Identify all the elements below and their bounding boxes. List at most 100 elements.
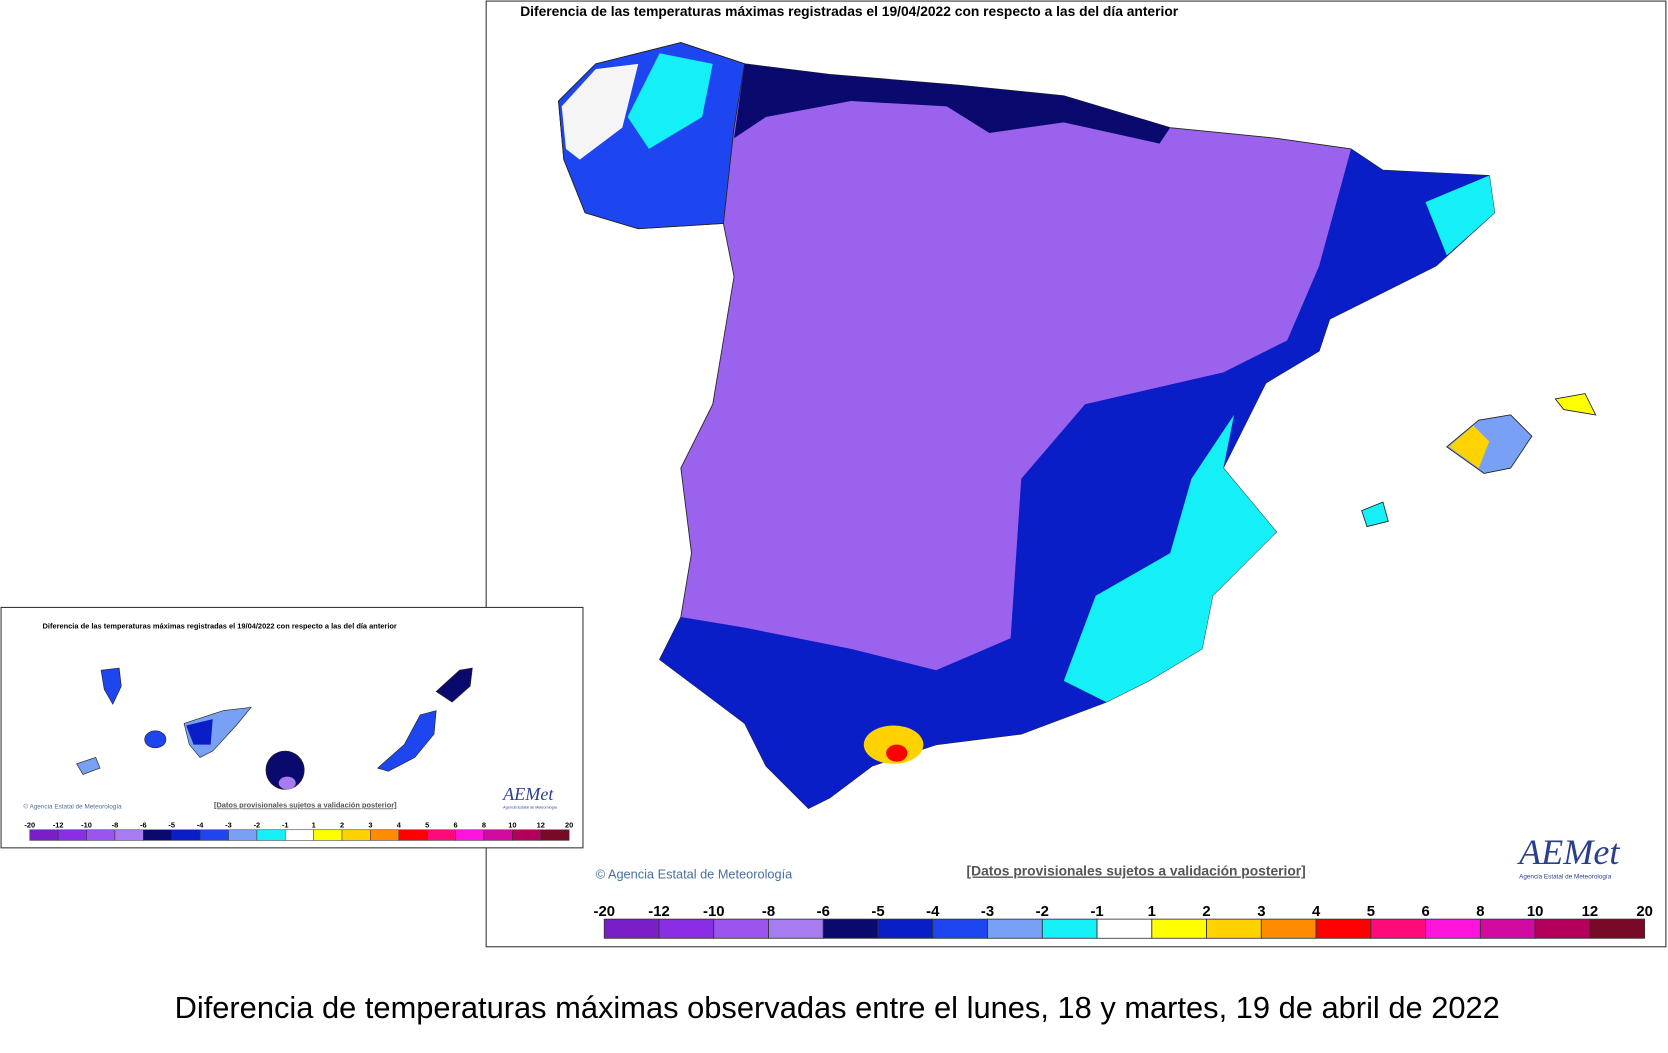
- legend-label: 6: [1421, 904, 1429, 920]
- legend-swatch: [540, 829, 570, 841]
- legend-label: 2: [1202, 904, 1210, 920]
- legend-swatch: [398, 829, 428, 841]
- caption: Diferencia de temperaturas máximas obser…: [175, 990, 1500, 1025]
- legend-swatch: [1479, 918, 1536, 939]
- legend-swatch: [370, 829, 400, 841]
- legend-label: 10: [1527, 904, 1544, 920]
- canarias-map: [76, 667, 473, 790]
- legend-label: 10: [508, 821, 516, 830]
- main-legend: -20 -12 -10 -8 -6 -5 -4 -3 -2 -1 1 2 3 4 5 6 8 10 12 20: [593, 904, 1653, 939]
- main-logo: AEMet: [1517, 832, 1620, 872]
- canarias-logo-subtitle: Agencia Estatal de Meteorología: [503, 805, 558, 809]
- legend-label: -5: [871, 904, 884, 920]
- legend-swatch: [1425, 918, 1481, 939]
- legend-swatch: [932, 918, 988, 939]
- main-copyright: © Agencia Estatal de Meteorología: [596, 867, 793, 882]
- legend-label: -3: [225, 821, 232, 830]
- east-cyan: [1063, 414, 1277, 703]
- legend-swatch: [455, 829, 485, 841]
- canarias-copyright: © Agencia Estatal de Meteorología: [23, 802, 122, 810]
- legend-swatch: [285, 829, 314, 841]
- la-palma: [100, 667, 122, 705]
- legend-swatch: [768, 918, 824, 939]
- legend-label: 8: [1476, 904, 1484, 920]
- legend-swatch: [1041, 918, 1098, 939]
- legend-swatch: [1206, 918, 1262, 939]
- legend-swatch: [86, 829, 116, 841]
- legend-label: -8: [762, 904, 775, 920]
- north-band: [734, 63, 1171, 144]
- legend-swatch: [1151, 918, 1207, 939]
- el-hierro: [76, 757, 101, 775]
- catalonia-cyan: [1425, 175, 1495, 256]
- legend-swatch: [57, 829, 87, 841]
- tenerife-dark: [186, 719, 213, 745]
- fuerteventura: [377, 710, 437, 772]
- legend-label: 2: [340, 821, 344, 830]
- legend-label: -6: [140, 821, 147, 830]
- legend-label: -2: [254, 821, 261, 830]
- legend-swatch: [1260, 918, 1317, 939]
- legend-swatch: [313, 829, 343, 841]
- legend-swatch: [199, 829, 229, 841]
- legend-label: -4: [197, 821, 204, 830]
- legend-label: -5: [168, 821, 175, 830]
- legend-swatch: [713, 918, 769, 939]
- legend-label: 8: [482, 821, 486, 830]
- legend-label: -12: [53, 821, 64, 830]
- mallorca-hot: [1448, 425, 1490, 469]
- lanzarote: [435, 667, 473, 703]
- galicia-cyan: [627, 53, 713, 149]
- gran-canaria: [265, 750, 305, 790]
- legend-swatch: [603, 918, 660, 939]
- canarias-note: [Datos provisionales sujetos a validació…: [214, 800, 397, 809]
- legend-label: 3: [1257, 904, 1265, 920]
- legend-swatch: [1370, 918, 1427, 939]
- legend-label: -20: [24, 821, 35, 830]
- legend-swatch: [1315, 918, 1372, 939]
- legend-swatch: [1589, 918, 1646, 939]
- legend-swatch: [987, 918, 1043, 939]
- legend-label: -1: [1090, 904, 1103, 920]
- la-gomera: [144, 730, 167, 749]
- main-logo-subtitle: Agencia Estatal de Meteorología: [1519, 874, 1612, 881]
- legend-label: 4: [1312, 904, 1321, 920]
- legend-swatch: [114, 829, 144, 841]
- legend-label: 5: [425, 821, 429, 830]
- legend-label: -2: [1036, 904, 1049, 920]
- main-note: [Datos provisionales sujetos a validació…: [967, 863, 1306, 879]
- legend-swatch: [29, 829, 59, 841]
- legend-label: -1: [282, 821, 289, 830]
- canarias-logo: AEMet: [502, 784, 554, 804]
- legend-label: 1: [312, 821, 316, 830]
- galicia-white: [561, 63, 639, 160]
- legend-swatch: [483, 829, 513, 841]
- legend-label: -3: [981, 904, 994, 920]
- legend-label: 5: [1367, 904, 1375, 920]
- legend-swatch: [228, 829, 258, 841]
- main-map-title: Diferencia de las temperaturas máximas r…: [520, 3, 1179, 19]
- malaga-hotspot: [863, 725, 924, 764]
- legend-swatch: [822, 918, 879, 939]
- legend-swatch: [426, 829, 456, 841]
- figure-content: Diferencia de las temperaturas máximas r…: [0, 0, 1667, 1025]
- legend-label: -12: [648, 904, 670, 920]
- legend-swatch: [256, 829, 286, 841]
- legend-swatch: [1096, 918, 1153, 939]
- legend-label: -4: [926, 904, 940, 920]
- legend-label: 4: [397, 821, 402, 830]
- canarias-map-title: Diferencia de las temperaturas máximas r…: [43, 622, 397, 631]
- legend-label: 6: [454, 821, 458, 830]
- legend-swatch: [512, 829, 542, 841]
- legend-label: -10: [81, 821, 92, 830]
- canarias-map-frame: [0, 606, 584, 849]
- legend-swatch: [143, 829, 172, 841]
- east-band: [659, 148, 1495, 809]
- legend-label: 3: [368, 821, 372, 830]
- menorca: [1554, 393, 1597, 416]
- legend-swatch: [658, 918, 715, 939]
- legend-label: 20: [565, 821, 573, 830]
- legend-swatch: [341, 829, 371, 841]
